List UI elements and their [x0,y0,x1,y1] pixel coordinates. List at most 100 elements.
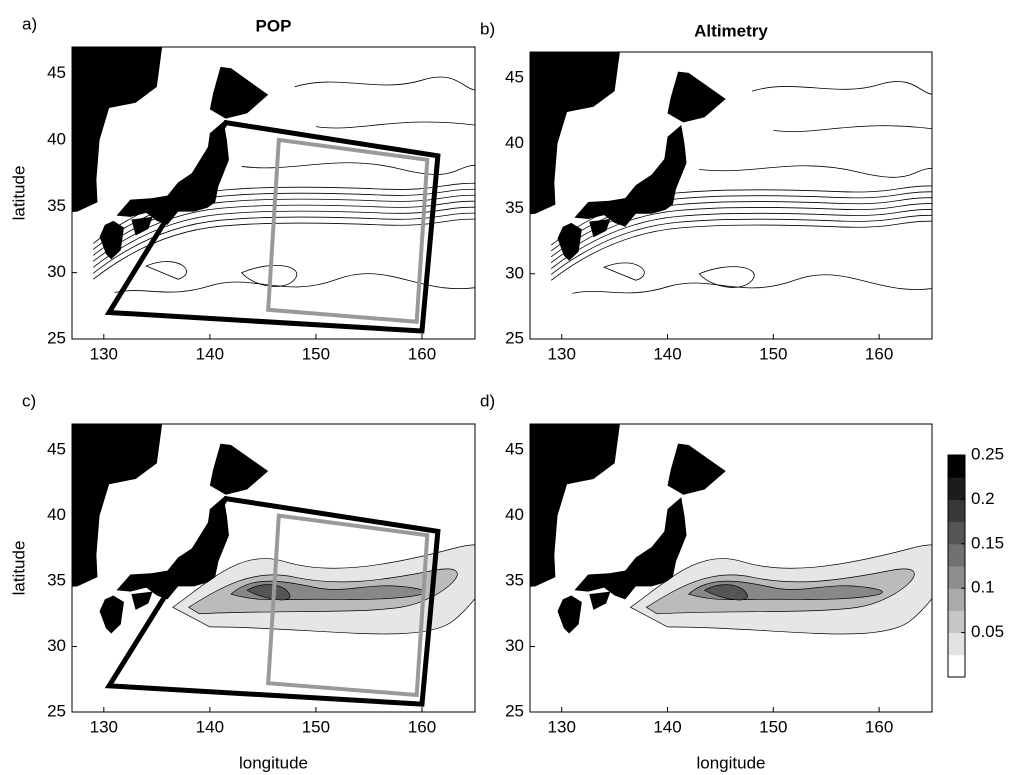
x-tick-label: 150 [759,717,787,736]
panel-label: d) [480,391,495,410]
contour-line [295,77,486,90]
panel-label: a) [22,14,37,33]
panel-title: Altimetry [694,21,768,40]
region-box [268,140,427,322]
colorbar-band [948,588,965,611]
colorbar-band [948,543,965,567]
contour-line [551,204,942,263]
colorbar-band [948,610,965,634]
region-box [268,516,427,695]
map-content [72,424,475,705]
colorbar-band [948,632,965,656]
x-tick-label: 150 [302,344,330,363]
contour-line [146,262,186,280]
y-axis-label: latitude [9,541,28,596]
y-tick-label: 45 [505,440,524,459]
y-tick-label: 25 [47,328,66,347]
contour-line [242,163,486,175]
y-tick-label: 45 [505,68,524,87]
contour-line [699,166,942,178]
y-tick-label: 35 [505,198,524,217]
map-panel [72,47,486,331]
panel-title: POP [256,16,292,35]
x-tick-label: 150 [302,717,330,736]
x-tick-label: 140 [196,717,224,736]
map-content [530,424,932,634]
y-tick-label: 25 [47,701,66,720]
y-tick-label: 40 [505,505,524,524]
contour-line [572,275,942,294]
contour-line [93,219,485,279]
contour-line [93,201,485,261]
filled-contour [705,585,748,600]
y-tick-label: 35 [505,571,524,590]
map-panel [72,424,475,705]
y-tick-label: 25 [505,701,524,720]
x-tick-label: 130 [548,344,576,363]
axes-frame [71,423,476,713]
contour-line [242,265,297,286]
y-tick-label: 30 [47,262,66,281]
y-tick-label: 45 [47,63,66,82]
contour-line [551,215,942,274]
panel-label: c) [22,391,36,410]
y-tick-label: 45 [47,440,66,459]
colorbar-band [948,477,965,500]
map-content [72,47,486,331]
y-axis-label: latitude [9,166,28,221]
contour-line [114,274,485,293]
x-tick-label: 140 [653,344,681,363]
x-tick-label: 140 [196,344,224,363]
land [72,424,269,634]
x-tick-label: 130 [548,717,576,736]
colorbar-band [948,566,965,589]
y-tick-label: 30 [505,636,524,655]
contour-line [551,209,942,268]
map-content [530,52,943,294]
contour-line [551,221,942,280]
colorbar-tick-label: 0.15 [971,533,1004,552]
colorbar-tick-label: 0.1 [971,578,995,597]
axes-frame [529,51,933,340]
x-tick-label: 160 [865,717,893,736]
x-axis-label: longitude [696,753,765,772]
x-tick-label: 160 [865,344,893,363]
y-tick-label: 35 [47,196,66,215]
y-tick-label: 40 [505,133,524,152]
y-tick-label: 40 [47,129,66,148]
colorbar-band [948,654,965,678]
axes-frame [71,46,476,340]
colorbar-band [948,455,965,478]
colorbar-band [948,499,965,523]
colorbar-tick-label: 0.2 [971,489,995,508]
region-box [109,123,438,331]
x-tick-label: 130 [90,344,118,363]
x-tick-label: 130 [90,717,118,736]
filled-contour [247,585,290,600]
axes-frame [529,423,933,713]
colorbar-tick-label: 0.25 [971,444,1004,463]
colorbar-band [948,521,965,545]
x-tick-label: 150 [759,344,787,363]
x-tick-label: 160 [408,344,436,363]
x-axis-label: longitude [239,753,308,772]
panel-label: b) [480,19,495,38]
y-tick-label: 30 [505,263,524,282]
land [72,47,269,260]
region-box [109,499,438,705]
contour-line [604,263,644,280]
x-tick-label: 140 [653,717,681,736]
contour-line [699,267,754,288]
y-tick-label: 25 [505,328,524,347]
contour-line [773,126,942,132]
colorbar-tick-label: 0.05 [971,622,1004,641]
contour-line [752,81,942,94]
map-panel [530,52,943,294]
colorbar-frame [947,454,966,678]
land [530,424,726,634]
map-panel [530,424,932,634]
x-tick-label: 160 [408,717,436,736]
contour-line [316,122,486,128]
land [530,52,726,261]
